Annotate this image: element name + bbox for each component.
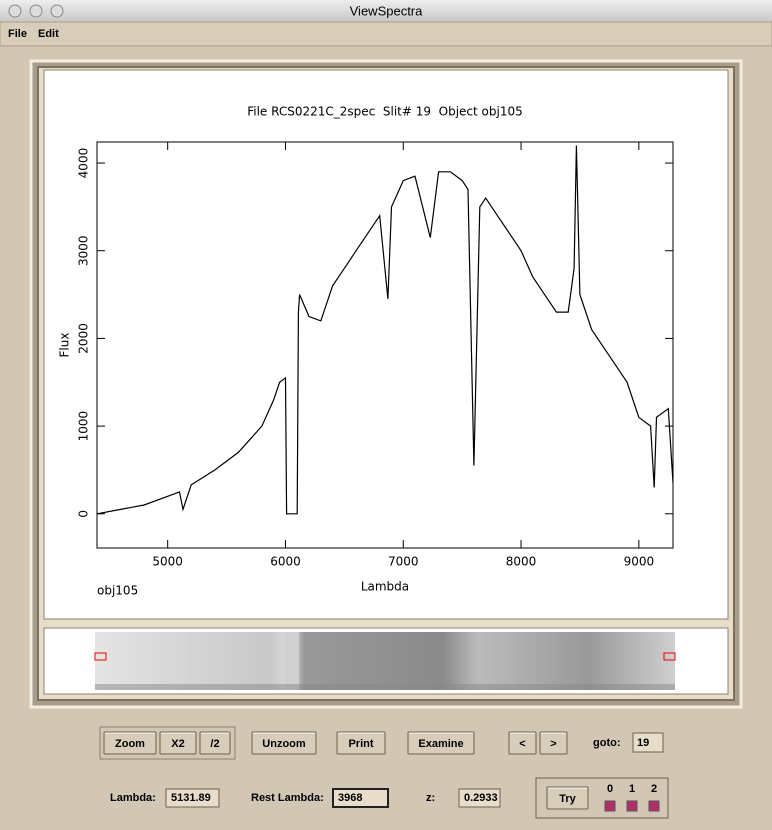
spectrum-line: [96, 145, 674, 515]
field-value[interactable]: 3968: [338, 792, 362, 804]
button-label[interactable]: Examine: [418, 738, 463, 750]
minimize-button[interactable]: [29, 4, 43, 18]
field-box[interactable]: [458, 788, 501, 808]
option-label: 1: [629, 783, 635, 795]
button[interactable]: >: [539, 731, 568, 755]
goto-field[interactable]: [632, 732, 664, 753]
option-label: 2: [651, 783, 657, 795]
button-face[interactable]: [546, 786, 589, 810]
option-label: 0: [607, 783, 613, 795]
y-tick-label: 3000: [77, 235, 91, 266]
button[interactable]: /2: [199, 731, 231, 755]
close-button[interactable]: [8, 4, 22, 18]
button-label[interactable]: >: [550, 738, 556, 750]
button[interactable]: <: [508, 731, 537, 755]
button[interactable]: Zoom: [103, 731, 157, 755]
y-tick-label: 4000: [77, 148, 91, 179]
menu-item[interactable]: Edit: [38, 28, 59, 40]
field-label: z:: [426, 792, 435, 804]
field-box[interactable]: [332, 788, 389, 808]
goto-value[interactable]: 19: [637, 737, 649, 749]
button-face[interactable]: [103, 731, 157, 755]
spectrum-image: [95, 632, 675, 690]
chart-title: File RCS0221C_2spec Slit# 19 Object obj1…: [247, 105, 523, 119]
x-tick-label: 6000: [270, 555, 301, 569]
field-value[interactable]: 0.2933: [464, 792, 498, 804]
button[interactable]: Try: [546, 786, 589, 810]
button-label[interactable]: Try: [559, 793, 576, 805]
title-bar: [0, 0, 772, 22]
annotation: obj105: [97, 584, 138, 598]
spectrum-edge: [95, 684, 675, 690]
x-tick-label: 7000: [388, 555, 419, 569]
button-face[interactable]: [508, 731, 537, 755]
button-face[interactable]: [199, 731, 231, 755]
menu-item[interactable]: File: [8, 28, 27, 40]
goto-label: goto:: [593, 737, 620, 749]
plot-frame: [96, 141, 674, 549]
spectrum-gap: [285, 632, 299, 690]
plot-panel: [43, 69, 729, 620]
button-face[interactable]: [336, 731, 386, 755]
x-tick-label: 5000: [152, 555, 183, 569]
button-face[interactable]: [539, 731, 568, 755]
option-checkbox[interactable]: [648, 800, 660, 812]
button[interactable]: X2: [159, 731, 197, 755]
y-axis-label: Flux: [58, 333, 72, 358]
y-tick-label: 1000: [77, 411, 91, 442]
button-label[interactable]: Unzoom: [262, 738, 306, 750]
option-checkbox[interactable]: [626, 800, 638, 812]
option-checkbox[interactable]: [604, 800, 616, 812]
button[interactable]: Unzoom: [251, 731, 317, 755]
field-value[interactable]: 5131.89: [171, 792, 211, 804]
y-tick-label: 2000: [77, 323, 91, 354]
x-tick-label: 9000: [624, 555, 655, 569]
zoom-button[interactable]: [50, 4, 64, 18]
field-label: Rest Lambda:: [251, 792, 324, 804]
button-face[interactable]: [407, 731, 475, 755]
try-group: [535, 777, 669, 819]
window-title: ViewSpectra: [350, 3, 424, 18]
button-label[interactable]: X2: [171, 738, 184, 750]
button-face[interactable]: [251, 731, 317, 755]
menu-bar: [0, 21, 772, 47]
spectrum-chart: File RCS0221C_2spec Slit# 19 Object obj1…: [58, 105, 674, 598]
y-tick-label: 0: [77, 510, 91, 518]
button[interactable]: Examine: [407, 731, 475, 755]
field-label: Lambda:: [110, 792, 156, 804]
button-label[interactable]: /2: [210, 738, 219, 750]
controls: Zoom X2/2 Unzoom Print Examine < > goto: 19 Lambd…: [99, 726, 669, 819]
button-label[interactable]: <: [519, 738, 525, 750]
button-group: [99, 726, 236, 760]
x-tick-label: 8000: [506, 555, 537, 569]
button-face[interactable]: [159, 731, 197, 755]
button[interactable]: Print: [336, 731, 386, 755]
slit-marker: [663, 652, 676, 661]
button-label[interactable]: Print: [348, 738, 373, 750]
x-axis-label: Lambda: [361, 580, 409, 594]
field-box[interactable]: [165, 788, 220, 808]
button-label[interactable]: Zoom: [115, 738, 145, 750]
slit-marker: [94, 652, 107, 661]
